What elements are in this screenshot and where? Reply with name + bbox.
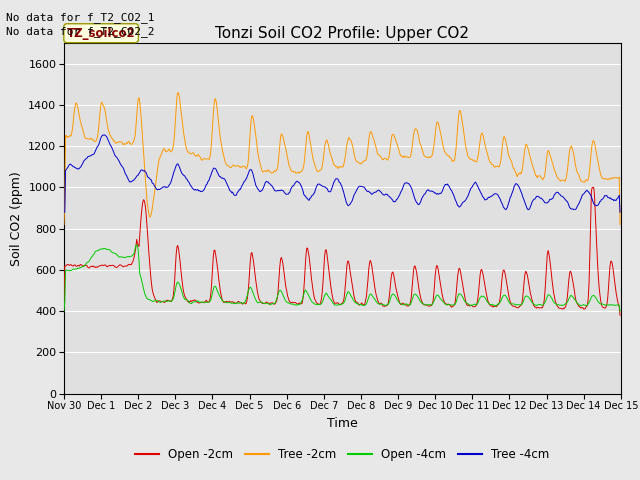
- Title: Tonzi Soil CO2 Profile: Upper CO2: Tonzi Soil CO2 Profile: Upper CO2: [216, 25, 469, 41]
- X-axis label: Time: Time: [327, 417, 358, 430]
- Text: TZ_soilco2: TZ_soilco2: [67, 27, 136, 40]
- Y-axis label: Soil CO2 (ppm): Soil CO2 (ppm): [10, 171, 22, 266]
- Text: No data for f_T2_CO2_2: No data for f_T2_CO2_2: [6, 26, 155, 37]
- Legend: Open -2cm, Tree -2cm, Open -4cm, Tree -4cm: Open -2cm, Tree -2cm, Open -4cm, Tree -4…: [132, 444, 553, 465]
- Text: No data for f_T2_CO2_1: No data for f_T2_CO2_1: [6, 12, 155, 23]
